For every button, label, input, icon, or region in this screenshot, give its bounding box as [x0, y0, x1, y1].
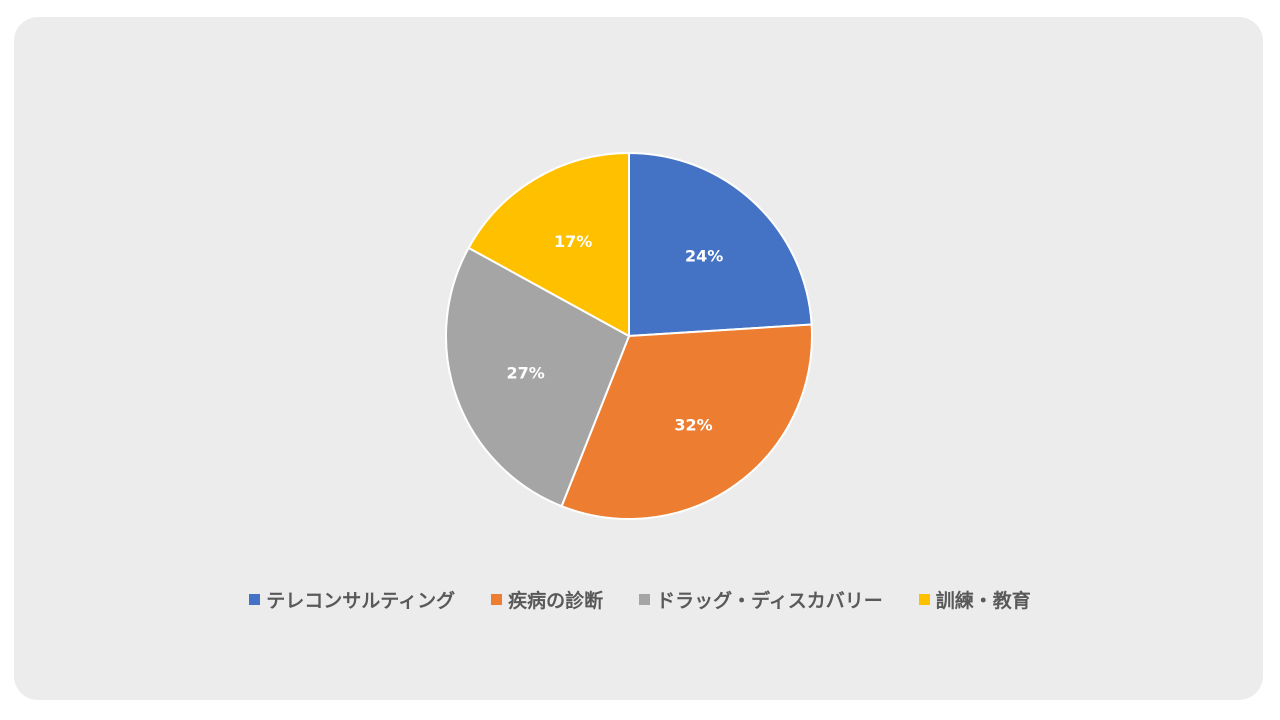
legend-swatch: [918, 594, 930, 605]
legend-swatch: [491, 594, 503, 605]
legend-item-teleconsulting: テレコンサルティング: [249, 586, 455, 613]
legend-item-diagnosis: 疾病の診断: [491, 586, 603, 613]
slice-label-4: 17%: [554, 232, 592, 251]
legend-label: ドラッグ・ディスカバリー: [656, 590, 883, 612]
legend-label: 訓練・教育: [935, 590, 1031, 612]
pie-slice-1: [628, 151, 813, 338]
legend-swatch: [639, 594, 651, 605]
pie-slice-3: [445, 246, 631, 508]
legend-item-training: 訓練・教育: [918, 586, 1031, 613]
legend-swatch: [249, 594, 261, 605]
legend: テレコンサルティング 疾病の診断 ドラッグ・ディスカバリー 訓練・教育: [0, 586, 1280, 613]
legend-item-drug-discovery: ドラッグ・ディスカバリー: [639, 586, 883, 613]
legend-label: テレコンサルティング: [266, 590, 456, 612]
slice-label-1: 24%: [685, 246, 723, 265]
slice-label-2: 32%: [674, 415, 712, 434]
pie-slice-2: [560, 323, 813, 520]
slice-label-3: 27%: [507, 364, 545, 383]
pie-slice-4: [467, 151, 630, 338]
legend-label: 疾病の診断: [508, 590, 604, 612]
